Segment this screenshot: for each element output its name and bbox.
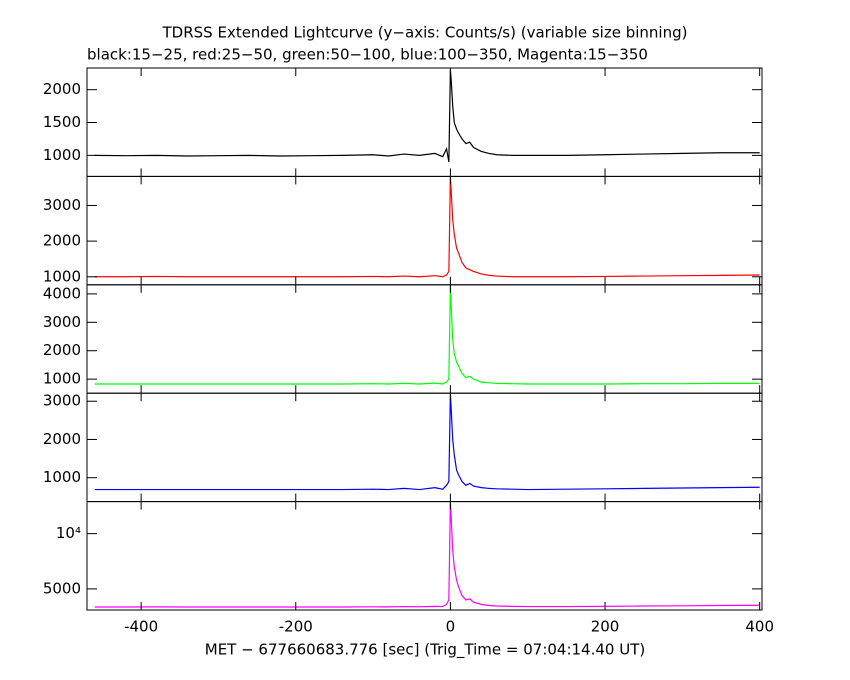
y-tick-label: 4000 [43, 284, 81, 302]
light-curve [94, 501, 760, 608]
x-axis-label: MET − 677660683.776 [sec] (Trig_Time = 0… [205, 641, 645, 660]
panel-frame [86, 501, 763, 611]
y-tick-label: 1000 [43, 370, 81, 388]
light-curve [94, 285, 760, 385]
y-tick-label: 5000 [43, 579, 81, 597]
y-tick-label: 3000 [43, 196, 81, 214]
x-tick-label: -200 [279, 618, 313, 636]
y-tick-label: 2000 [43, 232, 81, 250]
y-tick-label: 2000 [43, 80, 81, 98]
y-tick-label: 2000 [43, 341, 81, 359]
chart-title: TDRSS Extended Lightcurve (y−axis: Count… [162, 24, 688, 42]
y-tick-label: 3000 [43, 392, 81, 410]
y-tick-label: 1000 [43, 146, 81, 164]
y-tick-label: 10⁴ [56, 524, 81, 542]
x-tick-label: 400 [745, 618, 774, 636]
chart-subtitle: black:15−25, red:25−50, green:50−100, bl… [87, 46, 648, 64]
y-tick-label: 1500 [43, 113, 81, 131]
x-tick-label: 200 [591, 618, 620, 636]
y-tick-label: 1000 [43, 468, 81, 486]
y-tick-label: 3000 [43, 313, 81, 331]
y-tick-label: 1000 [43, 267, 81, 285]
light-curve [94, 393, 760, 491]
light-curve [94, 69, 760, 163]
x-tick-label: -400 [124, 618, 158, 636]
y-tick-label: 2000 [43, 430, 81, 448]
x-tick-label: 0 [446, 618, 456, 636]
light-curve [94, 176, 760, 278]
